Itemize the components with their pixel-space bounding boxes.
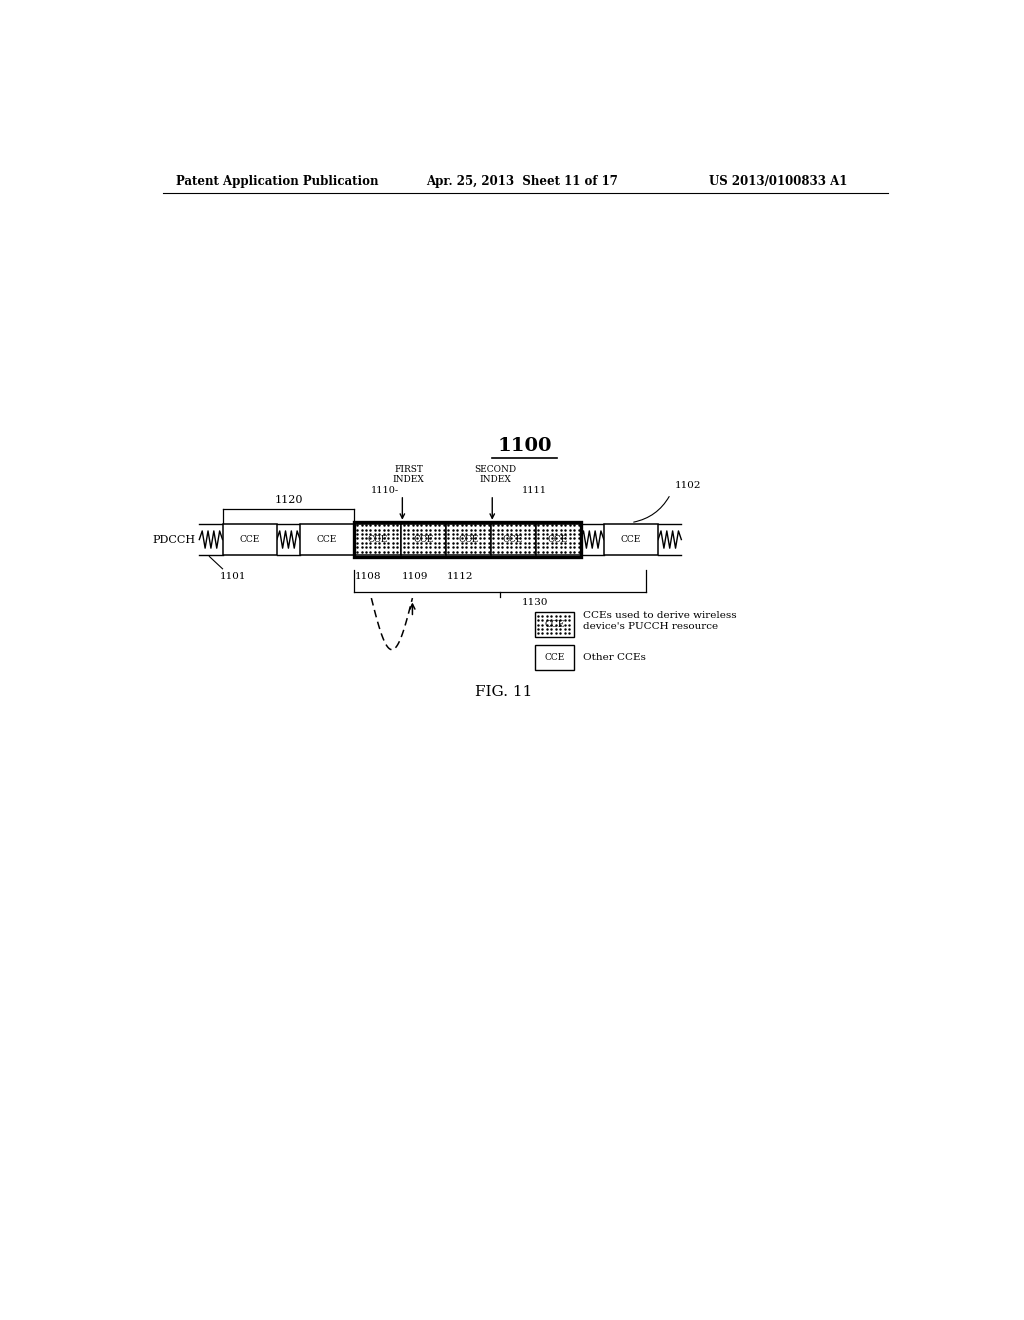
Text: CCE: CCE [413, 535, 433, 544]
Text: Patent Application Publication: Patent Application Publication [176, 176, 379, 189]
Text: CCE: CCE [317, 535, 337, 544]
Bar [300, 524, 354, 554]
Text: 1109: 1109 [401, 572, 428, 581]
Text: SECOND
INDEX: SECOND INDEX [474, 466, 516, 484]
Text: CCE: CCE [621, 535, 641, 544]
Bar [535, 612, 573, 636]
Text: PDCCH: PDCCH [153, 535, 196, 545]
Bar [535, 645, 573, 669]
Bar [222, 524, 276, 554]
Bar [400, 524, 445, 554]
Bar [354, 524, 400, 554]
Text: 1102: 1102 [675, 480, 700, 490]
Text: 1100: 1100 [498, 437, 552, 455]
Text: Apr. 25, 2013  Sheet 11 of 17: Apr. 25, 2013 Sheet 11 of 17 [426, 176, 618, 189]
Text: 1111: 1111 [521, 486, 547, 495]
Bar [490, 524, 536, 554]
Text: CCE: CCE [548, 535, 568, 544]
Text: FIG. 11: FIG. 11 [475, 685, 532, 700]
Text: CCE: CCE [503, 535, 523, 544]
Text: 1110-: 1110- [371, 486, 399, 495]
Text: CCE: CCE [544, 620, 564, 628]
Text: 1101: 1101 [219, 572, 246, 581]
Text: FIRST
INDEX: FIRST INDEX [392, 466, 424, 484]
Text: CCE: CCE [240, 535, 260, 544]
Bar [445, 524, 490, 554]
Bar [536, 524, 581, 554]
Text: 1130: 1130 [522, 598, 549, 607]
Text: 1120: 1120 [274, 495, 303, 506]
Text: 1112: 1112 [446, 572, 473, 581]
Text: CCEs used to derive wireless
device's PUCCH resource: CCEs used to derive wireless device's PU… [583, 611, 736, 631]
Text: Other CCEs: Other CCEs [583, 653, 646, 661]
Text: US 2013/0100833 A1: US 2013/0100833 A1 [710, 176, 848, 189]
Bar [604, 524, 658, 554]
Text: 1108: 1108 [355, 572, 382, 581]
Text: CCE: CCE [458, 535, 478, 544]
Text: CCE: CCE [544, 653, 564, 661]
Text: CCE: CCE [368, 535, 388, 544]
Bar [353, 523, 582, 557]
